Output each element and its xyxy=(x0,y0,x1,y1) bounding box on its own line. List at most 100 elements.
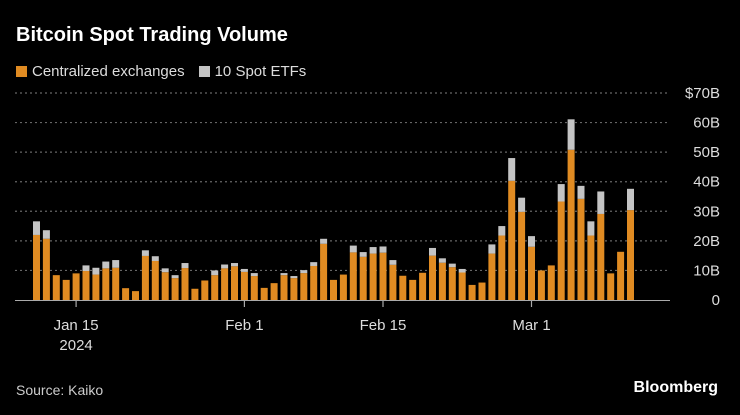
bar-centralized xyxy=(151,260,159,300)
bar-etf xyxy=(587,221,595,236)
y-tick-label: 30B xyxy=(693,203,720,220)
bar-etf xyxy=(557,184,565,202)
bar-centralized xyxy=(458,272,466,300)
bar-centralized xyxy=(389,264,397,300)
bar-etf xyxy=(280,273,288,276)
bar-etf xyxy=(577,185,585,199)
legend-swatch-centralized xyxy=(16,66,27,77)
bar-centralized xyxy=(141,255,149,300)
bar-centralized xyxy=(221,268,229,300)
bar-centralized xyxy=(488,253,496,300)
bar-etf xyxy=(310,262,318,266)
bar-centralized xyxy=(122,288,130,300)
bar-centralized xyxy=(330,279,337,300)
bar-centralized xyxy=(498,235,506,300)
bloomberg-logo: Bloomberg xyxy=(633,379,718,396)
bar-centralized xyxy=(557,201,565,300)
bar-etf xyxy=(379,246,387,253)
bar-centralized xyxy=(181,268,189,300)
bar-centralized xyxy=(33,234,40,300)
bar-centralized xyxy=(132,291,139,300)
bar-etf xyxy=(448,263,456,268)
bar-centralized xyxy=(310,265,318,300)
x-tick-label: Feb 15 xyxy=(360,317,407,334)
bar-centralized xyxy=(211,275,219,300)
bar-etf xyxy=(221,264,229,269)
bar-etf xyxy=(92,267,100,275)
bar-etf xyxy=(141,250,149,256)
bar-centralized xyxy=(300,273,308,300)
legend-label-centralized: Centralized exchanges xyxy=(32,63,185,80)
legend-label-etf: 10 Spot ETFs xyxy=(214,63,307,80)
bar-etf xyxy=(498,226,506,236)
bar-centralized xyxy=(270,283,278,300)
bar-etf xyxy=(458,268,466,273)
bar-centralized xyxy=(399,275,407,300)
bar-centralized xyxy=(320,243,328,300)
bar-centralized xyxy=(260,287,268,300)
bar-centralized xyxy=(42,238,50,300)
bar-centralized xyxy=(448,267,456,300)
y-tick-label: 10B xyxy=(693,262,720,279)
bar-etf xyxy=(438,258,446,263)
bar-etf xyxy=(528,236,535,247)
source-note: Source: Kaiko xyxy=(16,382,104,398)
bar-etf xyxy=(231,263,238,267)
bar-centralized xyxy=(547,265,555,300)
bar-etf xyxy=(250,273,258,277)
bar-etf xyxy=(82,265,90,272)
bar-centralized xyxy=(112,267,120,300)
bar-centralized xyxy=(240,271,248,300)
bar-centralized xyxy=(72,273,80,300)
bar-etf xyxy=(181,263,189,269)
bar-etf xyxy=(290,276,298,279)
bar-centralized xyxy=(429,255,436,300)
bar-centralized xyxy=(52,275,60,300)
bar-centralized xyxy=(191,288,199,300)
legend: Centralized exchanges 10 Spot ETFs xyxy=(16,63,306,80)
bar-etf xyxy=(518,197,526,212)
bar-centralized xyxy=(409,279,417,300)
legend-item-centralized: Centralized exchanges xyxy=(16,63,185,80)
x-tick-label: Feb 1 xyxy=(225,317,263,334)
chart-title: Bitcoin Spot Trading Volume xyxy=(16,24,288,46)
bar-centralized xyxy=(82,271,90,300)
bar-etf xyxy=(389,260,397,265)
x-tick-sublabel: 2024 xyxy=(59,337,92,354)
bar-centralized xyxy=(419,272,427,300)
bar-centralized xyxy=(508,180,516,300)
bar-centralized xyxy=(567,149,575,300)
bar-centralized xyxy=(62,279,70,300)
bar-centralized xyxy=(102,268,110,300)
bar-etf xyxy=(151,256,159,261)
bar-centralized xyxy=(339,274,347,300)
bar-centralized xyxy=(369,253,377,300)
bar-etf xyxy=(349,245,357,253)
bar-centralized xyxy=(201,280,209,300)
bar-centralized xyxy=(349,252,357,300)
bar-etf xyxy=(42,230,50,239)
y-tick-label: 0 xyxy=(712,292,720,309)
bar-centralized xyxy=(438,262,446,300)
bar-centralized xyxy=(597,213,605,300)
bar-etf xyxy=(211,270,219,276)
bar-centralized xyxy=(290,278,298,300)
bar-centralized xyxy=(607,273,615,300)
bar-etf xyxy=(369,247,377,254)
bar-centralized xyxy=(171,278,179,300)
bar-etf xyxy=(161,268,169,273)
bar-etf xyxy=(300,270,308,274)
legend-item-etf: 10 Spot ETFs xyxy=(198,63,307,80)
bar-etf xyxy=(429,247,436,256)
bar-etf xyxy=(33,221,40,235)
legend-swatch-etf xyxy=(198,66,210,77)
bar-centralized xyxy=(468,284,476,300)
bar-etf xyxy=(240,268,248,272)
bar-centralized xyxy=(250,276,258,300)
bar-centralized xyxy=(518,211,526,300)
bar-centralized xyxy=(280,275,288,300)
bar-etf xyxy=(508,158,516,181)
bar-etf xyxy=(359,252,367,257)
bar-centralized xyxy=(627,210,634,300)
